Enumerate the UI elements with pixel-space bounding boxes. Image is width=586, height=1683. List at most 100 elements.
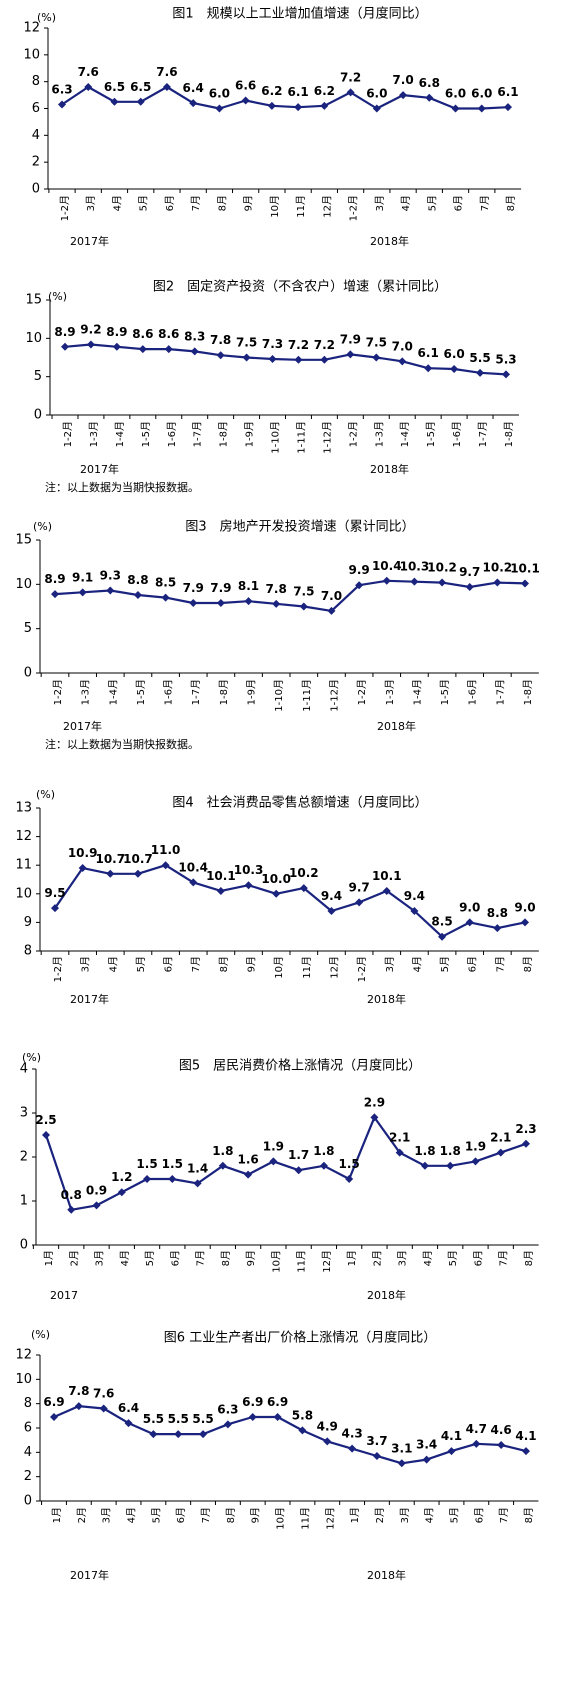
data-point-marker [161, 861, 170, 870]
data-label: 10.2 [289, 866, 319, 880]
x-tick-label: 1-6月 [467, 679, 479, 705]
data-point-marker [521, 579, 529, 588]
x-tick-label: 8月 [218, 956, 230, 972]
year-label: 2018年 [370, 234, 409, 248]
y-tick-label: 2 [24, 1469, 32, 1484]
y-tick-label: 3 [20, 1106, 28, 1121]
data-point-marker [244, 881, 253, 890]
y-tick-label: 4 [24, 1445, 32, 1460]
data-point-marker [268, 355, 277, 364]
data-label: 4.1 [515, 1429, 536, 1443]
data-point-marker [189, 598, 198, 607]
data-point-marker [299, 602, 308, 611]
data-point-marker [84, 83, 93, 92]
x-tick-label: 8月 [225, 1507, 237, 1523]
x-tick-label: 6月 [164, 195, 176, 211]
y-tick-label: 10 [23, 47, 40, 62]
x-tick-label: 5月 [138, 195, 150, 211]
x-tick-label: 7月 [494, 956, 506, 972]
x-tick-label: 12月 [321, 195, 333, 218]
data-point-marker [112, 342, 121, 351]
data-label: 10.1 [510, 561, 540, 575]
data-label: 5.3 [495, 352, 516, 366]
data-label: 1.2 [111, 1170, 132, 1184]
y-tick-label: 8 [32, 74, 40, 89]
x-tick-label: 2月 [374, 1507, 386, 1523]
chart-note: 注：以上数据为当期快报数据。 [45, 480, 199, 494]
data-label: 7.6 [78, 65, 99, 79]
data-label: 6.0 [445, 87, 466, 101]
data-label: 0.8 [61, 1188, 82, 1202]
series-line [54, 579, 526, 613]
data-label: 1.5 [339, 1157, 360, 1171]
data-point-marker [61, 342, 69, 351]
data-point-marker [124, 1419, 133, 1428]
x-tick-label: 1-5月 [135, 679, 147, 705]
x-tick-label: 5月 [135, 956, 147, 972]
data-label: 8.1 [238, 579, 259, 593]
x-tick-label: 1-2月 [52, 679, 64, 705]
data-label: 8.8 [487, 906, 508, 920]
data-point-marker [244, 597, 253, 606]
data-point-marker [117, 1188, 126, 1197]
data-label: 4.7 [466, 1422, 487, 1436]
data-label: 1.8 [440, 1144, 461, 1158]
x-tick-label: 7月 [190, 956, 202, 972]
data-label: 7.8 [266, 582, 287, 596]
data-point-marker [465, 918, 474, 927]
data-point-marker [348, 1444, 357, 1453]
data-point-marker [451, 104, 460, 113]
data-point-marker [190, 347, 199, 356]
chart-title: 图5 居民消费价格上涨情况（月度同比） [179, 1058, 421, 1074]
data-point-marker [320, 355, 329, 364]
data-point-marker [382, 576, 391, 585]
data-label: 6.1 [287, 85, 308, 99]
data-label: 6.3 [217, 1402, 238, 1416]
y-tick-label: 12 [15, 829, 32, 844]
x-tick-label: 6月 [175, 1507, 187, 1523]
data-label: 5.5 [143, 1412, 164, 1426]
data-point-marker [420, 1161, 429, 1170]
x-tick-label: 7月 [190, 195, 202, 211]
data-label: 10.9 [68, 846, 98, 860]
x-tick-label: 1-2月 [356, 956, 368, 982]
data-point-marker [346, 88, 355, 97]
x-tick-label: 6月 [473, 1507, 485, 1523]
data-point-marker [168, 1175, 177, 1183]
y-tick-label: 6 [32, 101, 40, 116]
chart-3: 图3 房地产开发投资增速（累计同比） (%) 0 5 10 15 1-2月 1-3月 1-4月 1… [15, 519, 539, 752]
y-tick-label: 4 [32, 128, 40, 143]
data-point-marker [86, 340, 95, 349]
x-tick-label: 8月 [220, 1250, 232, 1266]
data-point-marker [110, 97, 119, 106]
x-tick-label: 4月 [107, 956, 119, 972]
data-label: 6.2 [261, 84, 282, 98]
x-tick-label: 1-8月 [522, 679, 534, 705]
data-point-marker [424, 364, 433, 373]
x-tick-label: 1-12月 [321, 421, 333, 454]
data-label: 6.4 [183, 81, 204, 95]
chart-title: 图1 规模以上工业增加值增速（月度同比） [172, 6, 427, 22]
x-tick-label: 1-2月 [62, 421, 74, 447]
data-label: 7.3 [262, 337, 283, 351]
x-tick-label: 12月 [321, 1250, 333, 1273]
x-tick-label: 1-3月 [88, 421, 100, 447]
y-tick-label: 0 [24, 1494, 32, 1509]
chart-1: 图1 规模以上工业增加值增速（月度同比） (%) 0 2 4 6 8 10 12 1-2月 3月 4月… [23, 6, 522, 248]
data-point-marker [67, 1205, 76, 1214]
data-point-marker [504, 103, 512, 112]
data-point-marker [215, 104, 224, 113]
data-point-marker [267, 101, 276, 110]
data-point-marker [422, 1455, 431, 1464]
x-tick-label: 1-8月 [218, 421, 230, 447]
x-tick-label: 1-2月 [348, 195, 360, 221]
data-point-marker [327, 606, 336, 615]
x-tick-label: 1月 [43, 1250, 55, 1266]
year-label: 2017年 [63, 719, 102, 733]
y-unit-label: (%) [31, 1328, 50, 1341]
data-label: 8.3 [184, 329, 205, 343]
data-point-marker [472, 1439, 481, 1448]
x-tick-label: 1-8月 [503, 421, 515, 447]
data-label: 9.9 [348, 563, 369, 577]
